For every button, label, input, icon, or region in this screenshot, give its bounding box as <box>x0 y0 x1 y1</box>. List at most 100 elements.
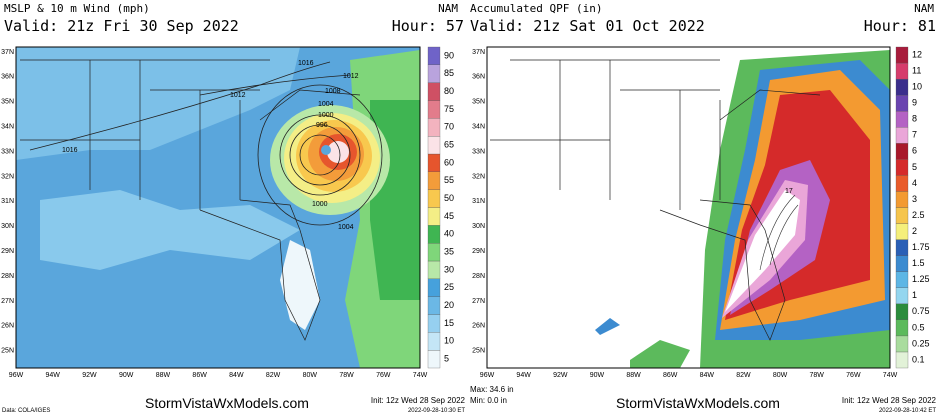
colorbar-label: 25 <box>444 282 454 292</box>
brand: StormVistaWxModels.com <box>145 395 309 411</box>
colorbar-label: 11 <box>912 65 921 75</box>
colorbar-label: 30 <box>444 264 454 274</box>
lon-label: 96W <box>9 372 24 379</box>
lon-label: 76W <box>846 372 861 379</box>
lat-label: 31N <box>1 198 14 205</box>
colorbar-swatch <box>427 64 441 83</box>
colorbar-swatch <box>895 351 909 369</box>
colorbar-swatch <box>895 191 909 208</box>
lat-label: 28N <box>472 273 485 280</box>
contour-label: 996 <box>316 122 328 129</box>
colorbar-swatch <box>895 271 909 288</box>
colorbar-swatch <box>895 143 909 160</box>
colorbar-swatch <box>895 127 909 144</box>
valid-time: Valid: 21z Fri 30 Sep 2022 <box>4 17 239 35</box>
colorbar-label: 9 <box>912 98 917 108</box>
colorbar-swatch <box>895 111 909 128</box>
qpf-map: 17 <box>486 46 891 369</box>
colorbar-swatch <box>895 255 909 272</box>
lon-label: 76W <box>376 372 391 379</box>
lon-label: 80W <box>773 372 788 379</box>
forecast-hour: Hour: 81 <box>864 17 936 35</box>
colorbar-swatch <box>427 136 441 155</box>
lon-label: 84W <box>700 372 715 379</box>
lon-label: 78W <box>810 372 825 379</box>
lat-label: 27N <box>472 298 485 305</box>
colorbar-label: 2.5 <box>912 210 925 220</box>
panel-title: MSLP & 10 m Wind (mph) <box>4 2 150 15</box>
colorbar-swatch <box>427 332 441 351</box>
lat-label: 37N <box>472 49 485 56</box>
colorbar-swatch <box>427 314 441 333</box>
lon-label: 74W <box>413 372 428 379</box>
lon-label: 90W <box>590 372 605 379</box>
colorbar-swatch <box>895 335 909 353</box>
colorbar-label: 35 <box>444 246 454 256</box>
lat-label: 30N <box>472 223 485 230</box>
lon-label: 90W <box>119 372 134 379</box>
contour-label: 17 <box>785 188 793 195</box>
colorbar-label: 5 <box>444 353 449 363</box>
data-credit: Data: COLA/IGES <box>2 408 50 414</box>
colorbar-label: 50 <box>444 193 454 203</box>
contour-label: 1016 <box>62 147 78 154</box>
colorbar-swatch <box>895 319 909 337</box>
colorbar-label: 70 <box>444 122 454 132</box>
forecast-hour: Hour: 57 <box>392 17 464 35</box>
contour-label: 1012 <box>343 73 359 80</box>
panel-title: Accumulated QPF (in) <box>470 2 602 15</box>
lat-label: 26N <box>1 323 14 330</box>
colorbar-label: 0.1 <box>912 354 925 364</box>
colorbar-label: 75 <box>444 104 454 114</box>
min-value: Min: 0.0 in <box>470 396 507 405</box>
lat-label: 33N <box>1 148 14 155</box>
lon-label: 78W <box>339 372 354 379</box>
lon-label: 96W <box>480 372 495 379</box>
colorbar-swatch <box>427 153 441 172</box>
colorbar-label: 8 <box>912 114 917 124</box>
brand: StormVistaWxModels.com <box>616 395 780 411</box>
colorbar-swatch <box>895 223 909 240</box>
contour-label: 1012 <box>230 92 246 99</box>
colorbar-label: 55 <box>444 175 454 185</box>
colorbar-label: 4 <box>912 178 917 188</box>
lat-label: 32N <box>472 173 485 180</box>
colorbar-label: 65 <box>444 139 454 149</box>
colorbar-label: 2 <box>912 226 917 236</box>
colorbar-swatch <box>895 62 909 80</box>
lon-label: 92W <box>82 372 97 379</box>
lat-label: 35N <box>1 99 14 106</box>
colorbar-swatch <box>427 296 441 315</box>
init-time: Init: 12z Wed 28 Sep 2022 <box>842 396 937 405</box>
lat-label: 30N <box>1 223 14 230</box>
colorbar-label: 85 <box>444 68 454 78</box>
lat-label: 25N <box>472 348 485 355</box>
lat-label: 36N <box>472 74 485 81</box>
lat-label: 26N <box>472 323 485 330</box>
valid-time: Valid: 21z Sat 01 Oct 2022 <box>470 17 705 35</box>
colorbar-label: 60 <box>444 157 454 167</box>
colorbar-swatch <box>427 278 441 297</box>
lon-label: 86W <box>192 372 207 379</box>
colorbar-label: 15 <box>444 318 454 328</box>
colorbar-label: 1.75 <box>912 242 930 252</box>
colorbar-swatch <box>427 260 441 279</box>
timestamp: 2022-09-28-10:42 ET <box>879 408 936 414</box>
colorbar-swatch <box>427 189 441 208</box>
colorbar-label: 45 <box>444 211 454 221</box>
colorbar-label: 10 <box>444 336 454 346</box>
lat-label: 29N <box>472 248 485 255</box>
lon-label: 80W <box>303 372 318 379</box>
colorbar-label: 12 <box>912 49 922 59</box>
max-value: Max: 34.6 in <box>470 385 514 394</box>
lat-label: 31N <box>472 198 485 205</box>
contour-label: 1004 <box>338 224 354 231</box>
lon-label: 82W <box>736 372 751 379</box>
lat-label: 34N <box>1 124 14 131</box>
wind-map: 1016 1012 1012 1008 1004 1000 996 1000 1… <box>15 46 421 369</box>
colorbar-label: 0.75 <box>912 306 930 316</box>
colorbar-label: 6 <box>912 146 917 156</box>
lon-label: 88W <box>626 372 641 379</box>
model-name: NAM <box>914 2 934 15</box>
